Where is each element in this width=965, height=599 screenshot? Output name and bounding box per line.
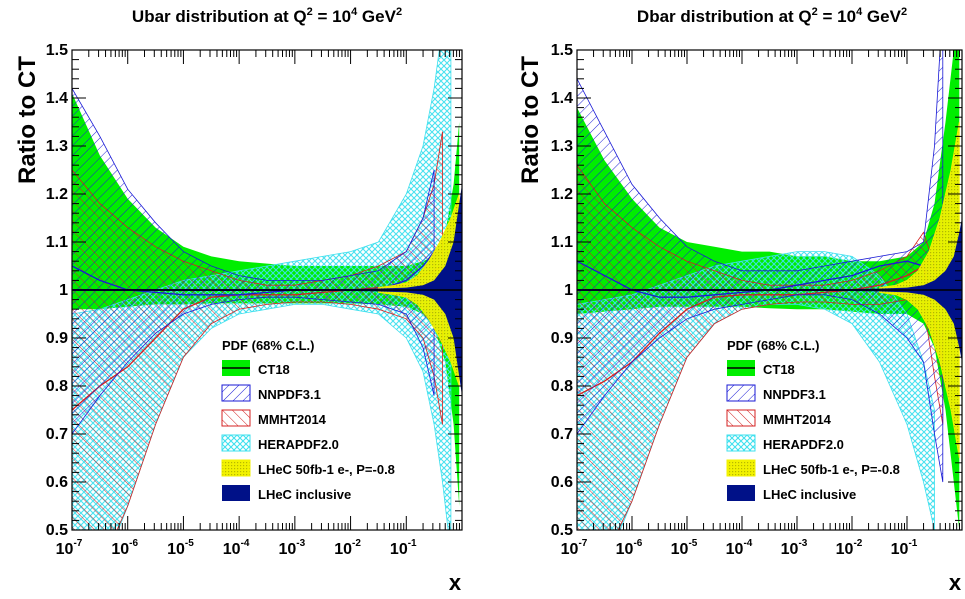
chart-title: Ubar distribution at Q2 = 104 GeV2 xyxy=(132,6,402,26)
legend-title: PDF (68% C.L.) xyxy=(222,338,314,353)
legend-label: HERAPDF2.0 xyxy=(258,437,339,452)
legend-label: HERAPDF2.0 xyxy=(763,437,844,452)
central-nnpdf3-1 xyxy=(577,260,944,315)
x-tick-label: 10-7 xyxy=(56,538,83,558)
x-tick-label: 10-2 xyxy=(334,538,361,558)
y-tick-label: 0.7 xyxy=(551,426,573,443)
y-tick-label: 1.2 xyxy=(46,186,68,203)
y-tick-label: 0.6 xyxy=(551,474,573,491)
x-tick-label: 10-4 xyxy=(223,538,250,558)
y-tick-label: 0.8 xyxy=(551,378,573,395)
legend-label: LHeC 50fb-1 e-, P=-0.8 xyxy=(763,462,900,477)
y-tick-label: 0.9 xyxy=(551,330,573,347)
legend-label: NNPDF3.1 xyxy=(258,387,321,402)
y-tick-label: 1.4 xyxy=(551,90,573,107)
chart-title: Dbar distribution at Q2 = 104 GeV2 xyxy=(637,6,907,26)
y-tick-label: 0.5 xyxy=(551,522,573,539)
y-tick-label: 1.1 xyxy=(551,234,573,251)
chart-panel-1: 0.5 0.6 0.7 0.8 0.9 1 1.1 1.2 1.3 1.4 1.5 10-7 10-6 1… xyxy=(14,6,463,595)
legend-swatch xyxy=(726,409,756,427)
y-tick-label: 1.3 xyxy=(551,138,573,155)
x-tick-label: 10-1 xyxy=(390,538,417,558)
y-tick-label: 0.9 xyxy=(46,330,68,347)
y-tick-label: 0.6 xyxy=(46,474,68,491)
y-tick-label: 0.5 xyxy=(46,522,68,539)
x-tick-label: 10-1 xyxy=(891,538,918,558)
y-tick-label: 1 xyxy=(564,282,573,299)
legend-swatch xyxy=(726,459,756,477)
y-tick-label: 1.2 xyxy=(551,186,573,203)
legend-swatch xyxy=(222,485,250,501)
y-tick-label: 1 xyxy=(59,282,68,299)
x-tick-label: 10-6 xyxy=(111,538,138,558)
y-tick-label: 1.1 xyxy=(46,234,68,251)
y-tick-label: 1.3 xyxy=(46,138,68,155)
plot-area xyxy=(577,50,962,530)
x-tick-label: 10-2 xyxy=(836,538,863,558)
y-axis-label: Ratio to CT xyxy=(517,56,544,184)
y-tick-label: 1.5 xyxy=(551,42,573,59)
legend-swatch xyxy=(221,384,251,402)
legend-swatch xyxy=(726,384,756,402)
legend-label: MMHT2014 xyxy=(763,412,832,427)
legend-label: LHeC inclusive xyxy=(763,487,856,502)
legend-title: PDF (68% C.L.) xyxy=(727,338,819,353)
plot-area xyxy=(72,50,462,530)
x-tick-label: 10-6 xyxy=(616,538,643,558)
x-tick-label: 10-3 xyxy=(279,538,306,558)
y-tick-label: 0.8 xyxy=(46,378,68,395)
band-nnpdf3-1 xyxy=(72,87,435,435)
legend-swatch xyxy=(221,434,251,452)
legend-swatch xyxy=(221,459,251,477)
legend-swatch xyxy=(727,485,755,501)
legend-swatch xyxy=(221,409,251,427)
y-axis-label: Ratio to CT xyxy=(14,56,41,184)
legend-label: LHeC 50fb-1 e-, P=-0.8 xyxy=(258,462,395,477)
y-tick-label: 0.7 xyxy=(46,426,68,443)
legend-label: MMHT2014 xyxy=(258,412,327,427)
x-axis-label: x xyxy=(449,570,462,595)
x-tick-label: 10-5 xyxy=(671,538,698,558)
x-tick-label: 10-7 xyxy=(561,538,588,558)
legend-label: CT18 xyxy=(258,362,290,377)
x-axis-label: x xyxy=(949,570,962,595)
x-tick-label: 10-3 xyxy=(781,538,808,558)
band-nnpdf3-1 xyxy=(577,50,944,483)
chart-panel-2: 0.5 0.6 0.7 0.8 0.9 1 1.1 1.2 1.3 1.4 1.5 10-7 10-6 1… xyxy=(517,6,963,595)
x-tick-label: 10-4 xyxy=(726,538,753,558)
legend-swatch xyxy=(726,434,756,452)
legend-label: NNPDF3.1 xyxy=(763,387,826,402)
x-tick-label: 10-5 xyxy=(167,538,194,558)
legend-label: CT18 xyxy=(763,362,795,377)
legend-label: LHeC inclusive xyxy=(258,487,351,502)
y-tick-label: 1.5 xyxy=(46,42,68,59)
y-tick-label: 1.4 xyxy=(46,90,68,107)
